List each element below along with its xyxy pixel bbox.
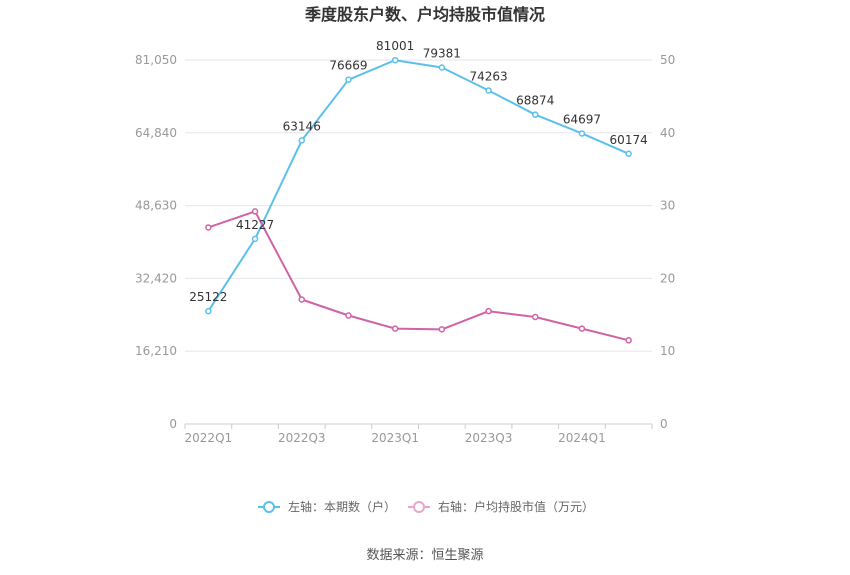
right-tick-label: 40 [660, 126, 675, 140]
grid [185, 59, 652, 352]
right-series-line [207, 210, 629, 342]
data-label: 64697 [563, 112, 601, 126]
left-series-point [438, 64, 446, 71]
right-series-point [345, 312, 352, 319]
left-series-point [391, 56, 399, 64]
right-tick-label: 0 [660, 417, 668, 431]
x-axis: 2022Q1 2022Q3 2023Q1 2023Q3 2024Q1 [184, 423, 653, 445]
legend-label-right-series: 右轴：户均持股市值（万元） [438, 499, 594, 514]
left-tick-label: 0 [169, 417, 177, 431]
left-axis: 0 16,210 32,420 48,630 64,840 81,050 [135, 53, 177, 431]
right-series-point [298, 296, 305, 303]
right-tick-label: 10 [660, 344, 675, 358]
x-tick-label: 2022Q1 [185, 431, 233, 445]
left-tick-label: 48,630 [135, 199, 177, 213]
right-series-point [438, 326, 446, 333]
series-layer [205, 56, 632, 344]
data-label: 63146 [283, 119, 321, 133]
source-note: 数据来源：恒生聚源 [366, 548, 483, 563]
left-series-point [532, 111, 539, 118]
left-series-point [578, 130, 586, 137]
data-label: 79381 [423, 46, 461, 60]
data-label: 68874 [516, 94, 554, 108]
right-series-point [205, 224, 212, 231]
x-tick-label: 2023Q1 [371, 431, 419, 445]
x-tick-label: 2022Q3 [278, 431, 326, 445]
left-series-point [625, 150, 632, 158]
data-label: 41227 [236, 218, 274, 232]
legend-swatch-left-marker [263, 501, 275, 513]
right-series-point [251, 208, 259, 215]
right-series-point [625, 337, 632, 344]
left-tick-label: 16,210 [135, 344, 177, 358]
left-tick-label: 81,050 [135, 53, 177, 67]
left-series-point [251, 235, 259, 243]
chart-title: 季度股东户数、户均持股市值情况 [304, 5, 545, 24]
legend: 左轴：本期数（户） 右轴：户均持股市值（万元） [258, 499, 594, 514]
right-series-point [578, 325, 586, 332]
right-series-point [532, 313, 539, 321]
left-tick-label: 64,840 [135, 126, 177, 140]
left-series-line [207, 59, 630, 312]
right-series-point [391, 325, 399, 332]
right-tick-label: 50 [660, 53, 675, 67]
data-label: 81001 [376, 39, 414, 53]
legend-swatch-right-marker [413, 501, 425, 513]
left-series-point [205, 307, 212, 315]
x-tick-label: 2023Q3 [465, 431, 513, 445]
left-series-point [345, 76, 352, 83]
data-label: 25122 [189, 290, 227, 304]
data-labels: 25122 41227 63146 76669 81001 79381 74263 68874… [189, 39, 647, 304]
data-label: 74263 [469, 69, 507, 83]
legend-label-left-series: 左轴：本期数（户） [288, 499, 396, 514]
legend-item-right-series[interactable]: 右轴：户均持股市值（万元） [408, 499, 594, 514]
left-series-point [298, 137, 305, 144]
x-tick-label: 2024Q1 [558, 431, 606, 445]
right-series-point [485, 307, 492, 315]
right-tick-label: 20 [660, 271, 675, 285]
left-series-point [485, 87, 492, 94]
right-tick-label: 30 [660, 199, 675, 213]
legend-item-left-series[interactable]: 左轴：本期数（户） [258, 499, 396, 514]
right-axis: 0 10 20 30 40 50 [660, 53, 675, 431]
left-tick-label: 32,420 [135, 271, 177, 285]
data-label: 76669 [329, 59, 367, 73]
data-label: 60174 [610, 133, 648, 147]
